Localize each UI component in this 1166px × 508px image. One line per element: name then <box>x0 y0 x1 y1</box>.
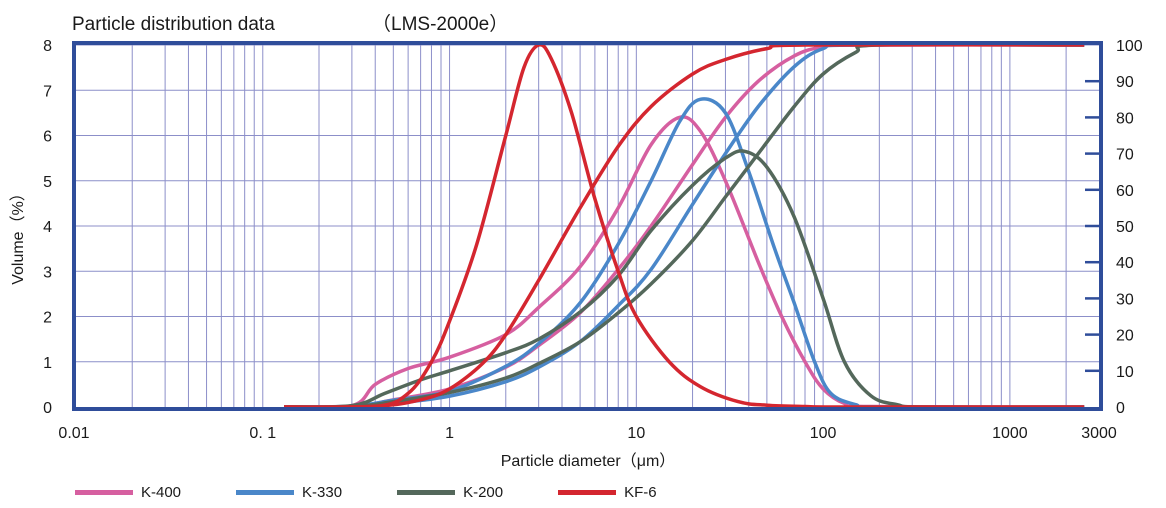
y-tick-label: 5 <box>43 174 52 191</box>
legend-item-k-330: K-330 <box>236 484 342 501</box>
y-axis-label: Volume（%） <box>9 185 27 285</box>
y2-tick-label: 90 <box>1116 74 1134 91</box>
series-k-330-frequency-line <box>284 97 1085 409</box>
y-tick-label: 8 <box>43 38 52 55</box>
plot-frame <box>72 41 1103 411</box>
y-axis-ticks: 0 1 2 3 4 5 6 7 8 <box>43 38 52 417</box>
legend-item-k-200: K-200 <box>397 484 503 501</box>
legend-label: K-330 <box>302 484 343 501</box>
x-tick-label: 1000 <box>992 425 1028 442</box>
legend-label: K-400 <box>141 484 182 501</box>
x-tick-label: 1 <box>445 425 454 442</box>
y-tick-label: 7 <box>43 83 52 100</box>
legend-label: K-200 <box>463 484 504 501</box>
legend-swatch <box>236 490 295 495</box>
legend: K-400 K-330 K-200 KF-6 <box>75 484 712 501</box>
y-tick-label: 1 <box>43 355 52 372</box>
series-kf-6-frequency-line <box>284 42 1085 410</box>
x-axis-ticks: 0.01 0. 1 1 10 100 1000 3000 <box>58 425 1116 442</box>
y-tick-label: 0 <box>43 400 52 417</box>
series-kf-6-cumulative-line <box>284 42 1085 409</box>
gridlines <box>76 44 1099 407</box>
x-tick-label: 0.01 <box>58 425 89 442</box>
y2-tick-label: 50 <box>1116 219 1134 236</box>
y2-tick-label: 30 <box>1116 291 1134 308</box>
y-tick-label: 4 <box>43 219 52 236</box>
x-axis-label: Particle diameter（μm） <box>501 452 676 470</box>
y2-tick-label: 80 <box>1116 110 1134 127</box>
chart-title: Particle distribution data <box>72 14 275 35</box>
series-k-200-frequency-line <box>284 149 1085 409</box>
legend-label: KF-6 <box>624 484 657 501</box>
series-k-400-frequency-line <box>284 115 1085 410</box>
y2-tick-label: 20 <box>1116 328 1134 345</box>
legend-item-kf-6: KF-6 <box>558 484 657 501</box>
y2-tick-label: 70 <box>1116 147 1134 164</box>
chart-subtitle: （LMS-2000e） <box>372 13 508 35</box>
y2-tick-label: 10 <box>1116 364 1134 381</box>
legend-swatch <box>558 490 617 495</box>
legend-swatch <box>75 490 133 495</box>
series-lines <box>284 42 1085 410</box>
y2-tick-label: 100 <box>1116 38 1143 55</box>
y2-tick-label: 0 <box>1116 400 1125 417</box>
x-tick-label: 0. 1 <box>249 425 276 442</box>
y-tick-label: 3 <box>43 264 52 281</box>
y2-tick-label: 40 <box>1116 255 1134 272</box>
y2-tick-label: 60 <box>1116 183 1134 200</box>
legend-swatch <box>397 490 456 495</box>
x-tick-label: 3000 <box>1081 425 1117 442</box>
legend-item-k-400: K-400 <box>75 484 181 501</box>
x-tick-label: 10 <box>627 425 645 442</box>
x-tick-label: 100 <box>810 425 837 442</box>
y-tick-label: 2 <box>43 310 52 327</box>
y-tick-label: 6 <box>43 129 52 146</box>
y2-axis-ticks: 0 10 20 30 40 50 60 70 80 90 100 <box>1085 38 1143 417</box>
